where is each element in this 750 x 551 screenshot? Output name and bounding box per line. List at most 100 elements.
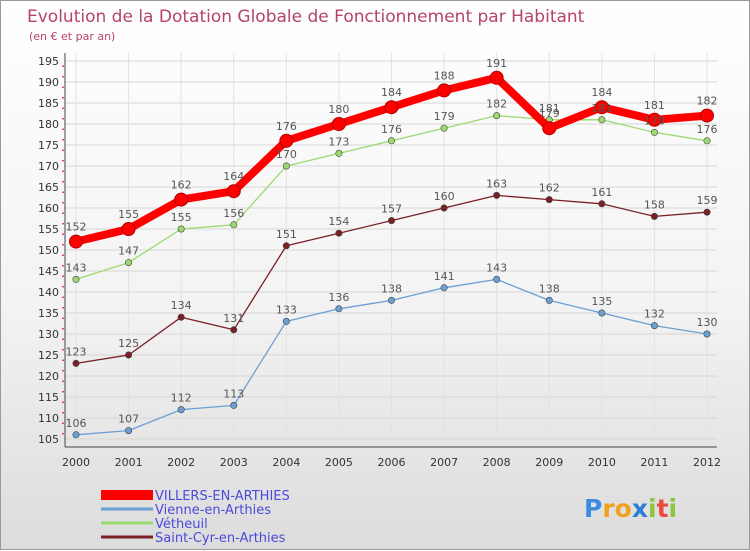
data-point — [703, 208, 711, 216]
data-point — [177, 225, 185, 233]
y-minor-tick — [62, 191, 64, 194]
data-label: 155 — [171, 211, 192, 224]
data-label: 182 — [486, 98, 507, 111]
y-tick-label: 160 — [38, 202, 59, 215]
data-point — [125, 427, 133, 435]
y-minor-tick — [62, 254, 64, 257]
y-tick-label: 185 — [38, 97, 59, 110]
data-point — [282, 242, 290, 250]
data-label: 106 — [66, 417, 87, 430]
data-label: 159 — [697, 194, 718, 207]
data-point — [174, 192, 189, 207]
data-label: 182 — [697, 95, 718, 108]
x-tick-label: 2012 — [693, 456, 721, 469]
x-tick-label: 2010 — [588, 456, 616, 469]
data-point — [177, 313, 185, 321]
data-point — [282, 317, 290, 325]
legend-swatch — [101, 490, 153, 500]
x-tick-label: 2006 — [378, 456, 406, 469]
x-tick-label: 2002 — [167, 456, 195, 469]
data-point — [230, 221, 238, 229]
data-label: 133 — [276, 303, 297, 316]
data-label: 141 — [434, 270, 455, 283]
y-minor-tick — [62, 275, 64, 278]
data-point — [387, 137, 395, 145]
data-label: 131 — [223, 312, 244, 325]
chart-subtitle: (en € et par an) — [29, 30, 115, 43]
data-label: 163 — [486, 177, 507, 190]
y-minor-tick — [62, 338, 64, 341]
data-label: 164 — [223, 170, 244, 183]
y-tick-label: 115 — [38, 391, 59, 404]
data-label: 135 — [591, 295, 612, 308]
x-tick-label: 2011 — [640, 456, 668, 469]
logo-letter: i — [648, 494, 657, 523]
data-label: 132 — [644, 308, 665, 321]
x-tick-label: 2008 — [483, 456, 511, 469]
series-layer — [69, 70, 714, 439]
logo-letter: t — [657, 494, 669, 523]
data-point — [650, 322, 658, 330]
y-minor-tick — [62, 411, 64, 414]
y-minor-tick — [62, 296, 64, 299]
x-tick-label: 2004 — [272, 456, 300, 469]
data-label: 143 — [486, 261, 507, 274]
y-minor-tick — [62, 138, 64, 141]
y-minor-tick — [62, 327, 64, 330]
y-minor-tick — [62, 222, 64, 225]
data-point — [545, 196, 553, 204]
y-minor-tick — [62, 243, 64, 246]
data-label: 181 — [644, 99, 665, 112]
data-point — [440, 204, 448, 212]
data-label: 134 — [171, 299, 192, 312]
logo-letter: x — [632, 494, 648, 523]
y-minor-tick — [62, 380, 64, 383]
y-minor-tick — [62, 86, 64, 89]
data-point — [282, 162, 290, 170]
data-label: 136 — [328, 291, 349, 304]
y-minor-tick — [62, 306, 64, 309]
data-label: 173 — [328, 135, 349, 148]
data-label: 184 — [381, 86, 402, 99]
data-point — [125, 351, 133, 359]
data-point — [387, 296, 395, 304]
y-tick-label: 165 — [38, 181, 59, 194]
data-point — [650, 128, 658, 136]
data-point — [493, 191, 501, 199]
data-label: 180 — [328, 103, 349, 116]
y-minor-tick — [62, 285, 64, 288]
y-tick-label: 180 — [38, 118, 59, 131]
data-point — [703, 137, 711, 145]
data-label: 176 — [381, 123, 402, 136]
data-point — [226, 184, 241, 199]
proxiti-logo: Proxiti — [584, 494, 677, 523]
y-tick-label: 145 — [38, 265, 59, 278]
y-minor-tick — [62, 96, 64, 99]
y-tick-label: 140 — [38, 286, 59, 299]
data-label: 179 — [434, 110, 455, 123]
y-minor-tick — [62, 107, 64, 110]
data-point — [230, 326, 238, 334]
data-point — [542, 121, 557, 136]
legend-swatch — [101, 507, 153, 511]
logo-letter: o — [615, 494, 632, 523]
data-point — [598, 309, 606, 317]
data-label: 179 — [539, 107, 560, 120]
x-tick-label: 2007 — [430, 456, 458, 469]
data-label: 158 — [644, 198, 665, 211]
y-minor-tick — [62, 432, 64, 435]
y-minor-tick — [62, 201, 64, 204]
data-point — [647, 112, 662, 127]
y-tick-label: 125 — [38, 349, 59, 362]
data-label: 176 — [697, 123, 718, 136]
y-tick-label: 150 — [38, 244, 59, 257]
legend-label: Vienne-en-Arthies — [155, 503, 271, 518]
data-label: 138 — [381, 282, 402, 295]
y-minor-tick — [62, 317, 64, 320]
y-minor-tick — [62, 117, 64, 120]
data-point — [650, 212, 658, 220]
data-point — [121, 222, 136, 236]
data-label: 191 — [486, 57, 507, 70]
y-minor-tick — [62, 159, 64, 162]
